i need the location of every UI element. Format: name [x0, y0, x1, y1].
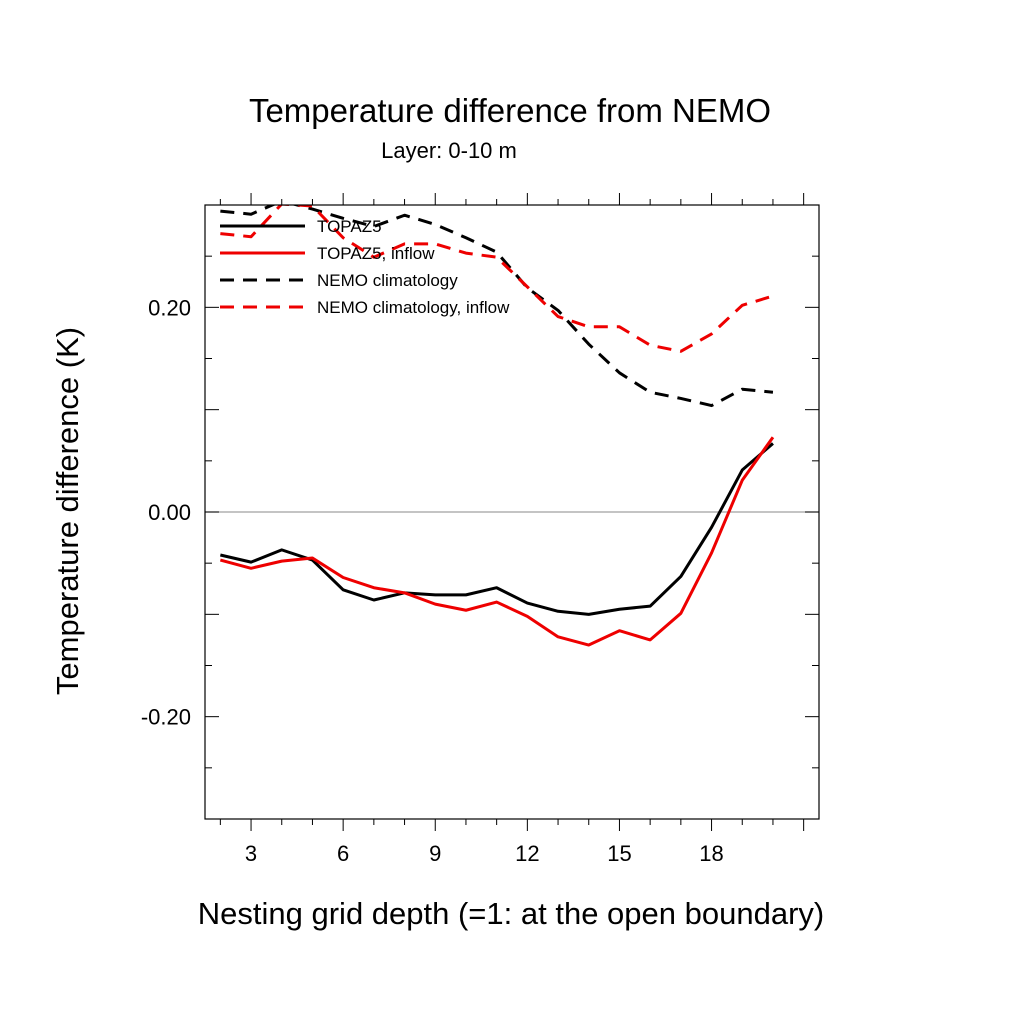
series-line-3	[220, 205, 774, 408]
x-tick-label: 15	[607, 841, 631, 866]
x-tick-label: 3	[245, 841, 257, 866]
plot-area: 3 6 9 12 15 18 -0.20 0.00 0.20 TOPAZ5 TOPAZ5, infl…	[141, 193, 820, 866]
legend-label-4: NEMO climatology, inflow	[317, 298, 510, 317]
chart-subtitle: Layer: 0-10 m	[381, 138, 517, 163]
x-axis-label: Nesting grid depth (=1: at the open boun…	[198, 896, 824, 931]
y-tick-label: -0.20	[141, 705, 191, 730]
legend-label-1: TOPAZ5	[317, 217, 382, 236]
legend-label-2: TOPAZ5, inflow	[317, 244, 435, 263]
x-tick-label: 6	[337, 841, 349, 866]
y-axis-label: Temperature difference (K)	[50, 327, 85, 695]
y-tick-label: 0.20	[148, 295, 191, 320]
chart-title: Temperature difference from NEMO	[249, 92, 771, 129]
legend-label-3: NEMO climatology	[317, 271, 458, 290]
series-line-4	[220, 205, 774, 353]
x-tick-label: 9	[429, 841, 441, 866]
series-line-2	[219, 436, 775, 647]
x-tick-label: 12	[515, 841, 539, 866]
plot-frame	[204, 204, 820, 820]
x-tick-label: 18	[699, 841, 723, 866]
series-line-1	[220, 442, 774, 616]
y-tick-label: 0.00	[148, 500, 191, 525]
